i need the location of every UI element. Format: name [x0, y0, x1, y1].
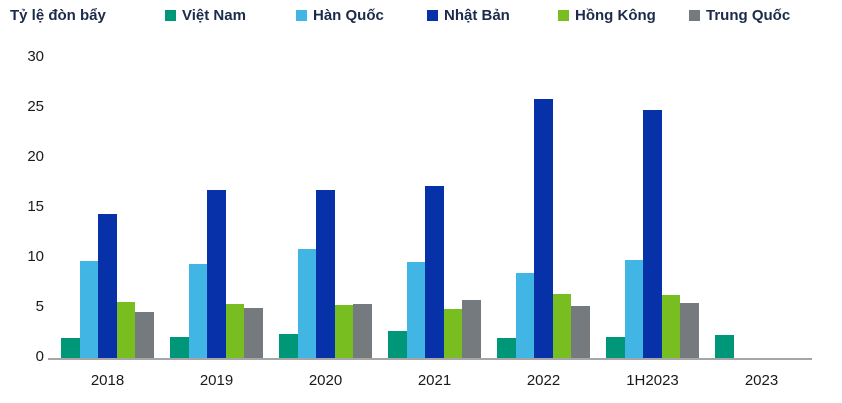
bar-trung-quoc-2022	[571, 306, 590, 358]
bar-viet-nam-2022	[497, 338, 516, 358]
legend-item-hong-kong: Hồng Kông	[558, 7, 689, 24]
bar-nhat-ban-2020	[316, 190, 335, 358]
chart-title: Tỷ lệ đòn bẩy	[10, 7, 106, 24]
bar-nhat-ban-1h2023	[643, 110, 662, 358]
bar-trung-quoc-2021	[462, 300, 481, 358]
bar-han-quoc-2020	[297, 249, 317, 358]
legend-item-han-quoc: Hàn Quốc	[296, 7, 427, 24]
bar-group-2021	[380, 58, 489, 358]
bar-nhat-ban-2022	[534, 99, 553, 358]
bar-han-quoc-1h2023	[624, 260, 644, 358]
legend-item-nhat-ban: Nhật Bản	[427, 7, 558, 24]
bar-viet-nam-2021	[388, 331, 407, 358]
bar-group-2019	[162, 58, 271, 358]
legend-item-viet-nam: Việt Nam	[165, 7, 296, 24]
bar-trung-quoc-1h2023	[680, 303, 699, 358]
bar-hong-kong-2019	[225, 304, 245, 358]
bar-group-1h2023	[598, 58, 707, 358]
legend-swatch-icon	[689, 10, 700, 21]
bar-hong-kong-1h2023	[661, 295, 681, 358]
bar-viet-nam-1h2023	[606, 337, 625, 358]
x-tick-label-2019: 2019	[199, 372, 234, 389]
x-tick-label-2020: 2020	[308, 372, 343, 389]
bar-hong-kong-2022	[552, 294, 572, 358]
x-tick-label-2018: 2018	[90, 372, 125, 389]
x-axis-line	[48, 358, 812, 360]
y-tick-label-5: 5	[35, 298, 44, 315]
bar-group-2023	[707, 58, 816, 358]
y-tick-label-15: 15	[27, 198, 44, 215]
bar-group-2022	[489, 58, 598, 358]
bar-hong-kong-2020	[334, 305, 354, 358]
y-tick-label-30: 30	[27, 48, 44, 65]
bar-han-quoc-2021	[406, 262, 426, 358]
bar-trung-quoc-2020	[353, 304, 372, 358]
y-tick-label-20: 20	[27, 148, 44, 165]
x-axis-labels: 2018 2019 2020 2021 2022 1H2023 2023	[53, 372, 816, 389]
y-tick-label-10: 10	[27, 248, 44, 265]
bar-han-quoc-2019	[188, 264, 208, 358]
bar-han-quoc-2018	[79, 261, 99, 358]
bar-hong-kong-2021	[443, 309, 463, 358]
legend-label: Việt Nam	[182, 7, 246, 24]
legend-item-trung-quoc: Trung Quốc	[689, 7, 820, 24]
legend-label: Hàn Quốc	[313, 7, 384, 24]
legend-swatch-icon	[296, 10, 307, 21]
y-tick-label-25: 25	[27, 98, 44, 115]
x-tick-label-2022: 2022	[526, 372, 561, 389]
bar-han-quoc-2022	[515, 273, 535, 358]
bar-nhat-ban-2019	[207, 190, 226, 358]
y-tick-label-0: 0	[35, 348, 44, 365]
bar-group-2018	[53, 58, 162, 358]
legend: Việt Nam Hàn Quốc Nhật Bản Hồng Kông Trung Q…	[165, 7, 820, 24]
bar-nhat-ban-2021	[425, 186, 444, 358]
bar-viet-nam-2020	[279, 334, 298, 358]
legend-label: Nhật Bản	[444, 7, 510, 24]
bar-viet-nam-2023	[715, 335, 734, 358]
bar-hong-kong-2018	[116, 302, 136, 358]
x-tick-label-1h2023: 1H2023	[626, 372, 679, 389]
bar-nhat-ban-2018	[98, 214, 117, 358]
legend-label: Trung Quốc	[706, 7, 791, 24]
legend-swatch-icon	[427, 10, 438, 21]
legend-label: Hồng Kông	[575, 7, 656, 24]
bar-viet-nam-2018	[61, 338, 80, 358]
plot-area	[53, 58, 816, 358]
legend-swatch-icon	[165, 10, 176, 21]
x-tick-label-2023: 2023	[744, 372, 779, 389]
x-tick-label-2021: 2021	[417, 372, 452, 389]
bar-viet-nam-2019	[170, 337, 189, 358]
bar-group-2020	[271, 58, 380, 358]
bar-trung-quoc-2019	[244, 308, 263, 358]
legend-swatch-icon	[558, 10, 569, 21]
bar-trung-quoc-2018	[135, 312, 154, 358]
